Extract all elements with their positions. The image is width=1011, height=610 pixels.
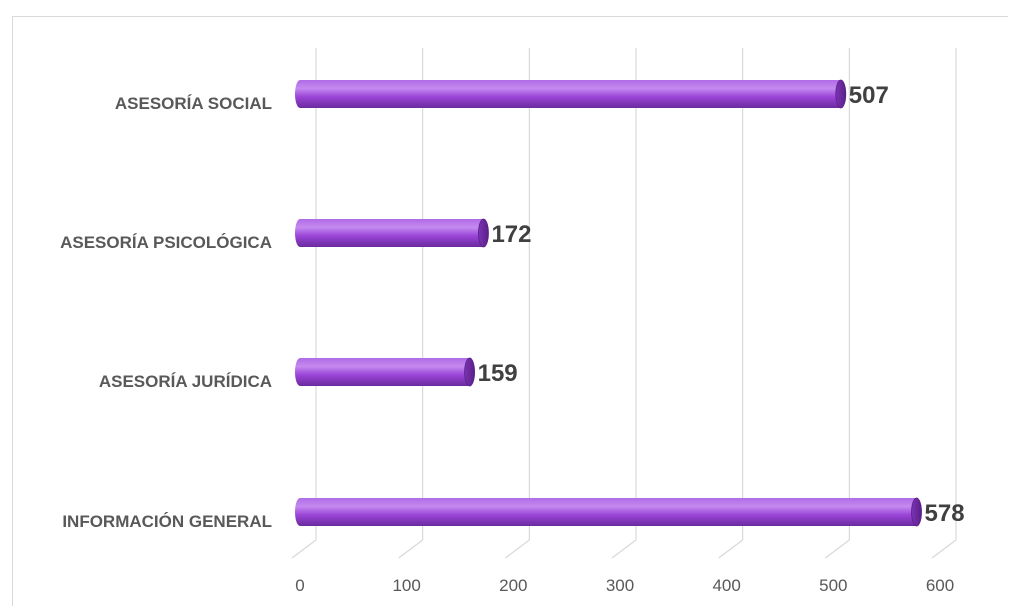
- x-tick-label: 400: [712, 576, 740, 595]
- gridline-floor-500: [824, 539, 850, 559]
- chart-frame: [12, 16, 1008, 606]
- category-label: ASESORÍA PSICOLÓGICA: [60, 233, 272, 252]
- category-label: INFORMACIÓN GENERAL: [62, 512, 272, 531]
- gridline-floor-200: [504, 539, 530, 559]
- bar-cap: [464, 357, 476, 387]
- gridline-floor-0: [291, 539, 317, 559]
- x-tick-label: 500: [819, 576, 847, 595]
- bar-cap: [911, 497, 922, 527]
- data-label: 578: [925, 500, 965, 527]
- labels: 0 100 200 300 400 500 600 578 INFORMACIÓN GENERA…: [60, 82, 964, 595]
- x-tick-label: 100: [392, 576, 420, 595]
- bar: [295, 80, 846, 108]
- gridline-floor-100: [398, 539, 424, 559]
- bar: [295, 498, 922, 526]
- data-label: 172: [491, 221, 531, 248]
- x-tick-label: 300: [606, 576, 634, 595]
- bar: [295, 358, 475, 386]
- gridline-floor-400: [718, 539, 744, 559]
- x-tick-label: 600: [926, 576, 954, 595]
- category-label: ASESORÍA SOCIAL: [115, 94, 272, 113]
- gridline-floor-300: [611, 539, 637, 559]
- grid-lines: [291, 48, 957, 559]
- bar: [295, 219, 489, 247]
- category-label: ASESORÍA JURÍDICA: [99, 372, 272, 391]
- data-label: 507: [849, 82, 889, 109]
- x-tick-label: 200: [499, 576, 527, 595]
- gridline-floor-600: [931, 539, 957, 559]
- bars: [295, 79, 922, 527]
- x-tick-label: 0: [295, 576, 304, 595]
- bar-cap: [478, 218, 489, 248]
- bar-cap: [835, 79, 847, 109]
- data-label: 159: [478, 360, 518, 387]
